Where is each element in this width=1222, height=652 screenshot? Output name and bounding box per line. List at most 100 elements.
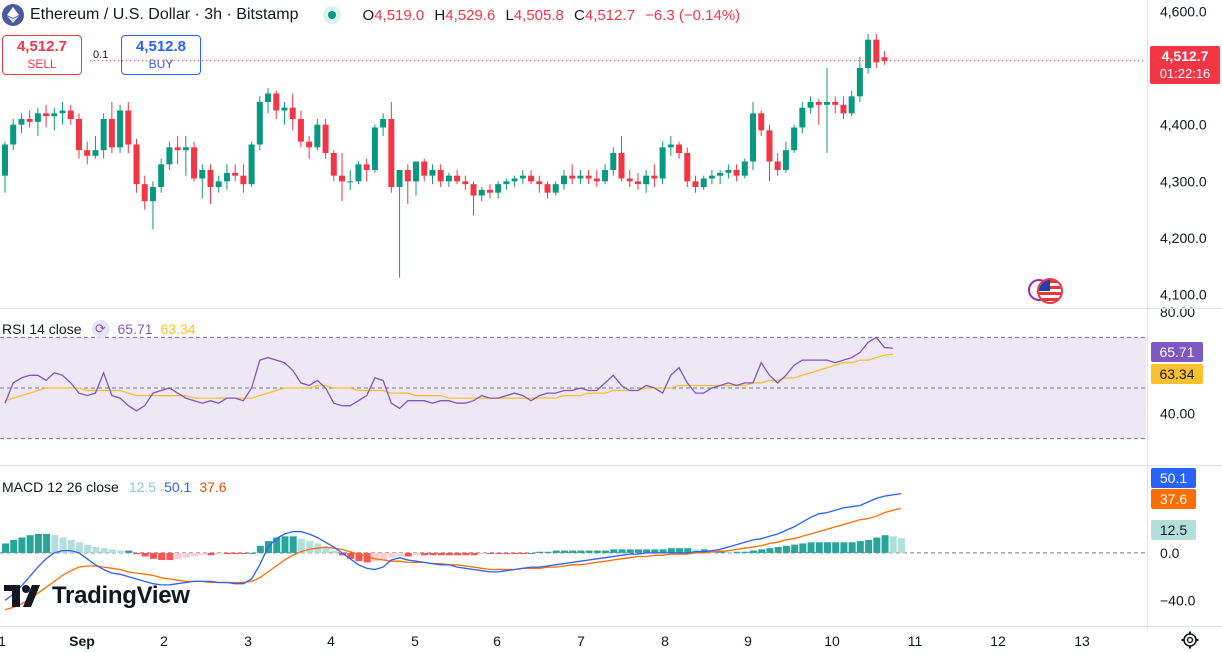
macd-histogram-bar [158, 552, 166, 561]
macd-signal-line [4, 507, 902, 611]
candle-body [273, 93, 280, 111]
candle-body [511, 178, 518, 182]
tradingview-logo[interactable]: TradingView [4, 582, 190, 610]
macd-histogram-bar [191, 552, 199, 557]
candle-body [626, 178, 633, 182]
open-value: 4,519.0 [374, 6, 425, 24]
candle-body [536, 181, 543, 185]
macd-legend[interactable]: MACD 12 26 close 12.5 50.1 37.6 [2, 479, 227, 495]
candle-body [437, 170, 444, 182]
macd-histogram-bar [758, 549, 766, 553]
time-tick-label: Sep [69, 633, 95, 649]
macd-histogram-bar [873, 537, 881, 553]
sell-button[interactable]: 4,512.7 SELL [2, 35, 82, 75]
candle-body [191, 147, 198, 179]
macd-histogram-bar [166, 552, 174, 561]
change-value: −6.3 (−0.14%) [645, 6, 741, 24]
last-price-tag: 4,512.7 01:22:16 [1150, 46, 1220, 84]
macd-signal-tag: 37.6 [1151, 489, 1196, 509]
candle-body [717, 172, 724, 176]
candle-body [503, 181, 510, 185]
candle-body [100, 119, 107, 151]
refresh-icon[interactable]: ⟳ [91, 320, 110, 338]
symbol-title[interactable]: Ethereum / U.S. Dollar · 3h · Bitstamp [30, 6, 299, 23]
candle-body [445, 175, 452, 182]
macd-histogram-bar [355, 552, 363, 562]
time-tick-label: 5 [411, 633, 419, 649]
candle-body [577, 175, 584, 179]
macd-histogram-bar [725, 551, 733, 553]
macd-hist-tag: 12.5 [1151, 520, 1196, 540]
candle-body [544, 184, 551, 193]
candle-body [199, 170, 206, 179]
candle-body [774, 161, 781, 170]
candle-body [667, 144, 674, 148]
candle-body [248, 144, 255, 185]
candle-body [396, 170, 403, 187]
macd-histogram-bar [815, 542, 823, 553]
macd-histogram-bar [141, 552, 149, 557]
candle-body [182, 147, 189, 151]
macd-histogram-bar [26, 535, 34, 553]
macd-histogram-bar [330, 550, 338, 553]
buy-button[interactable]: 4,512.8 BUY [121, 35, 201, 75]
candle-body [59, 110, 66, 114]
macd-histogram-bar [2, 543, 9, 553]
candle-body [141, 184, 148, 202]
price-tick-label: 4,600.0 [1160, 3, 1207, 19]
candle-body [75, 119, 82, 151]
macd-histogram-bar [223, 552, 231, 555]
price-tick-label: 4,100.0 [1160, 287, 1207, 303]
macd-histogram-bar [34, 533, 42, 553]
candle-body [339, 175, 346, 182]
rsi-name: RSI [2, 321, 26, 337]
macd-histogram-bar [536, 551, 544, 553]
macd-tick-label: −40.0 [1160, 592, 1196, 608]
candle-body [240, 175, 247, 185]
events-icon[interactable] [1028, 278, 1064, 306]
macd-histogram-bar [117, 550, 125, 553]
market-open-dot-icon[interactable] [322, 6, 341, 24]
candle-body [26, 119, 33, 122]
rsi-ma-tag: 63.34 [1151, 364, 1203, 384]
macd-tick-label: 0.0 [1160, 545, 1180, 561]
sell-price: 4,512.7 [16, 38, 68, 55]
candle-body [413, 161, 419, 182]
macd-histogram-bar [503, 552, 511, 555]
candle-body [519, 175, 526, 179]
ethereum-icon [2, 4, 24, 26]
candle-body [486, 189, 493, 193]
candle-body [281, 107, 288, 111]
macd-histogram-bar [848, 542, 856, 553]
macd-pane: 0.0 −40.0 [0, 492, 1196, 611]
open-label: O [362, 6, 375, 24]
macd-histogram-bar [215, 552, 223, 555]
candle-body [856, 68, 863, 97]
rsi-legend[interactable]: RSI 14 close ⟳ 65.71 63.34 [2, 320, 196, 338]
candle-body [51, 113, 58, 117]
settings-gear-icon[interactable] [1180, 630, 1200, 650]
candle-body [265, 93, 272, 102]
macd-histogram-bar [18, 537, 26, 553]
candle-body [306, 141, 313, 148]
macd-histogram-bar [43, 533, 51, 553]
macd-histogram-bar [429, 552, 437, 556]
macd-histogram-bar [684, 548, 692, 553]
time-tick-label: 9 [744, 633, 752, 649]
macd-histogram-bar [396, 552, 404, 557]
price-tick-label: 4,300.0 [1160, 173, 1207, 189]
candle-body [43, 113, 50, 117]
candle-body [404, 170, 411, 182]
macd-value-tag: 50.1 [1151, 468, 1196, 488]
macd-histogram-bar [454, 552, 462, 556]
candle-body [330, 153, 337, 176]
candle-body [117, 110, 124, 148]
candle-body [643, 175, 650, 185]
candle-body [470, 184, 477, 196]
macd-histogram-bar [445, 552, 453, 556]
macd-histogram-bar [306, 541, 314, 553]
time-tick-label: 6 [493, 633, 501, 649]
candle-body [758, 113, 765, 131]
macd-params: 12 26 close [47, 479, 119, 495]
